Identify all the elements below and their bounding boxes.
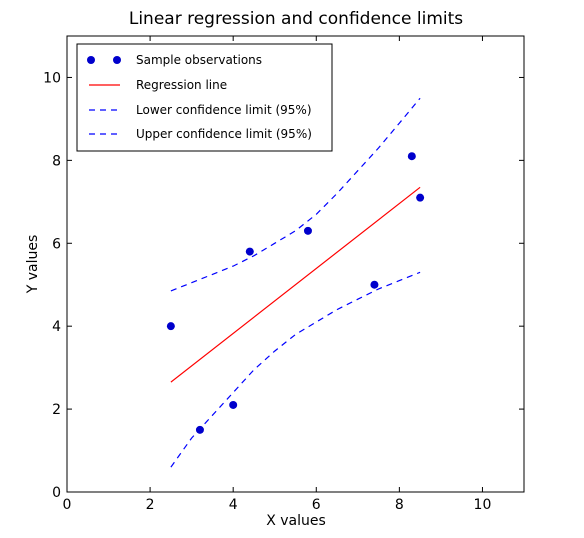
observation-point (245, 247, 254, 256)
observation-point (407, 152, 416, 161)
legend-label-regression: Regression line (136, 78, 227, 92)
observation-point (229, 400, 238, 409)
chart-title: Linear regression and confidence limits (129, 9, 463, 29)
x-tick-label: 0 (63, 497, 72, 513)
upper-confidence-line (170, 97, 421, 292)
y-tick-label: 4 (52, 319, 61, 335)
x-axis-label: X values (266, 513, 326, 529)
y-tick-label: 10 (43, 70, 61, 86)
y-tick-label: 2 (52, 402, 61, 418)
regression-line (170, 186, 421, 383)
observation-point (416, 193, 425, 202)
legend: Sample observations Regression line Lowe… (76, 43, 333, 152)
legend-marker-observations (113, 56, 121, 64)
y-tick-label: 0 (52, 485, 61, 501)
y-axis-label: Y values (25, 235, 41, 295)
x-tick-label: 10 (474, 497, 492, 513)
legend-label-lower: Lower confidence limit (95%) (136, 103, 312, 117)
axis-ticks: 0 2 4 6 8 10 0 2 4 6 8 10 (43, 36, 524, 513)
legend-marker-observations (87, 56, 95, 64)
x-tick-label: 2 (146, 497, 155, 513)
lower-confidence-line (170, 271, 421, 468)
y-tick-label: 8 (52, 153, 61, 169)
x-tick-label: 8 (395, 497, 404, 513)
observation-point (166, 322, 175, 331)
y-tick-label: 6 (52, 236, 61, 252)
observation-point (195, 425, 204, 434)
legend-label-observations: Sample observations (136, 53, 262, 67)
plot-frame (66, 35, 525, 493)
observation-point (303, 226, 312, 235)
legend-label-upper: Upper confidence limit (95%) (136, 127, 312, 141)
series (166, 97, 425, 468)
x-tick-label: 4 (229, 497, 238, 513)
observation-point (370, 280, 379, 289)
x-tick-label: 6 (312, 497, 321, 513)
